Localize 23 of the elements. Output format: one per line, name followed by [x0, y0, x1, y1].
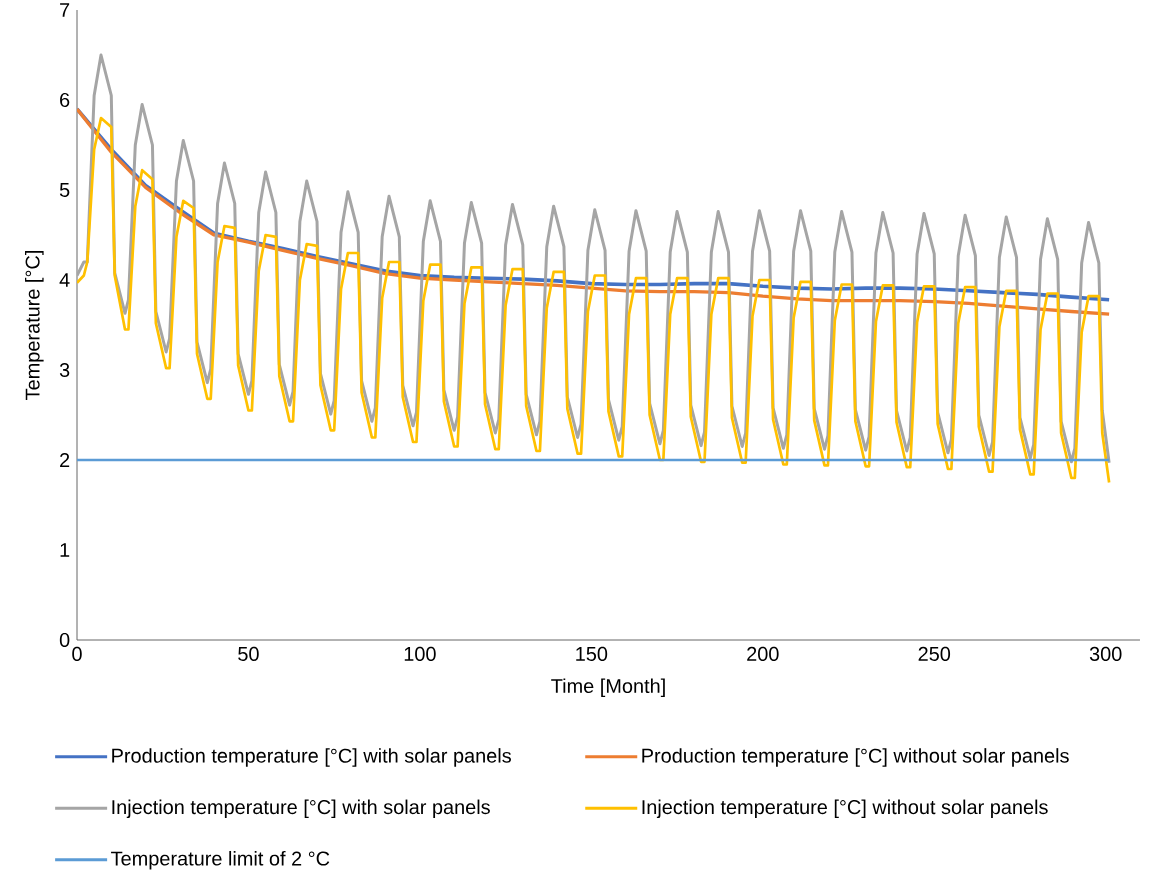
legend-label: Injection temperature [°C] without solar panels: [642, 799, 1048, 819]
y-tick-label: 7: [60, 3, 70, 17]
x-tick-label: 50: [238, 646, 259, 661]
y-tick-label: 5: [59, 183, 70, 197]
x-tick-label: 200: [747, 646, 779, 661]
legend-label: Injection temperature [°C] with solar panels: [112, 799, 490, 819]
x-tick-label: 150: [576, 646, 608, 661]
x-tick-label: 250: [918, 646, 951, 661]
y-tick-label: 6: [60, 92, 70, 108]
y-axis-title: Temperature [°C]: [25, 251, 44, 400]
legend-label: Temperature limit of 2 °C: [111, 850, 330, 870]
x-tick-label: 300: [1089, 646, 1122, 661]
line-series: [77, 116, 1111, 484]
x-tick-label: 100: [404, 646, 436, 661]
legend-label: Production temperature [°C] without solar panels: [642, 748, 1069, 767]
y-tick-label: 4: [59, 273, 70, 287]
y-tick-label: 2: [60, 453, 70, 467]
y-tick-label: 1: [60, 543, 70, 557]
y-tick-label: 0: [59, 632, 70, 648]
y-tick-label: 3: [59, 362, 70, 378]
legend-label: Production temperature [°C] with solar panels: [112, 748, 511, 767]
x-axis-title: Time [Month]: [551, 678, 665, 698]
x-tick-label: 0: [72, 646, 82, 661]
